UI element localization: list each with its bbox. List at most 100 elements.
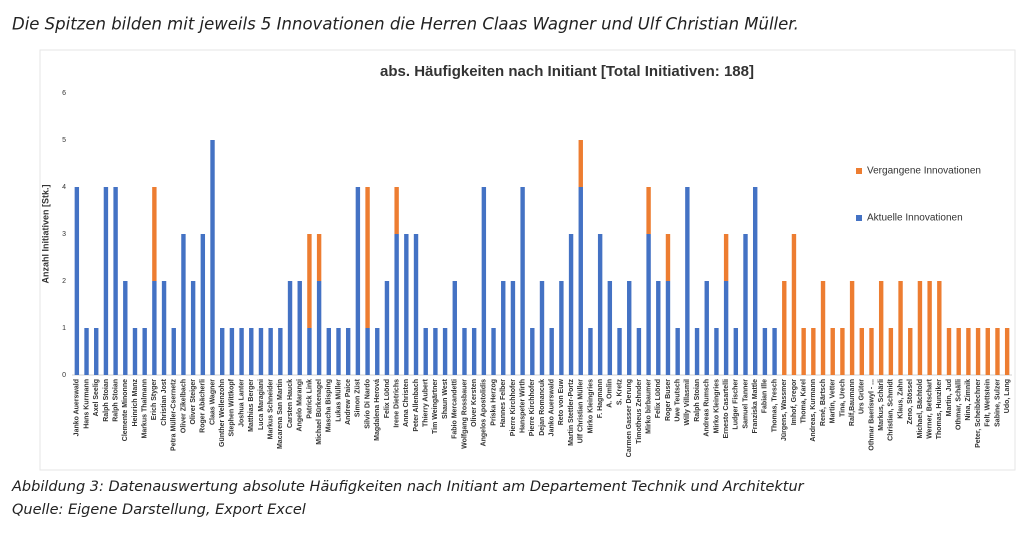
x-tick-label: Hannes Felber xyxy=(500,379,507,428)
bar-segment xyxy=(840,328,845,375)
y-tick-label: 1 xyxy=(62,325,66,332)
bar-segment xyxy=(849,281,855,375)
x-tick-label: Othmar Baeriswyl - ... xyxy=(868,379,875,451)
x-tick-label: Christian, Schmidt xyxy=(888,378,895,441)
x-tick-label: Oliver Zikelbach xyxy=(180,379,187,433)
bar-segment xyxy=(578,187,583,375)
caption: Quelle: Eigene Darstellung, Export Excel xyxy=(12,502,306,518)
x-tick-label: Stephen Wittkopf xyxy=(229,378,236,436)
bar-segment xyxy=(956,328,961,375)
bar-segment xyxy=(190,281,196,375)
x-tick-label: Ralph Stoian xyxy=(112,379,119,422)
x-tick-label: Luca Maragiani xyxy=(258,379,265,430)
bar-segment xyxy=(714,328,719,375)
bar-segment xyxy=(287,281,293,375)
bar-segment xyxy=(665,234,671,281)
bar-segment xyxy=(1004,328,1010,375)
x-tick-label: Martin Stettler-Portz xyxy=(568,379,575,446)
x-tick-label: Günther Wellenzohn xyxy=(219,379,226,447)
bar-segment xyxy=(316,234,322,281)
x-tick-label: Thierry Aubert xyxy=(423,378,430,427)
bar-segment xyxy=(597,234,603,375)
x-tick-label: Mascha Bisping xyxy=(326,379,333,432)
bar-segment xyxy=(617,328,622,375)
bar-segment xyxy=(888,328,894,375)
bar-segment xyxy=(471,328,477,375)
bar-segment xyxy=(394,187,399,234)
bar-segment xyxy=(74,187,80,375)
bar-segment xyxy=(646,187,651,234)
x-tick-label: Oliver Steiger xyxy=(190,379,197,425)
x-tick-label: Zeno, Stössel xyxy=(907,379,914,425)
x-tick-label: Mirko Kleingries xyxy=(713,379,720,434)
bar-segment xyxy=(539,281,545,375)
x-tick-label: A. Omlin xyxy=(607,379,614,408)
bar-segment xyxy=(355,187,361,375)
x-tick-label: Carsten Hauck xyxy=(287,379,294,428)
bar-segment xyxy=(481,187,487,375)
x-tick-label: Patrick Link xyxy=(306,379,313,419)
bar-segment xyxy=(413,234,419,375)
bar-segment xyxy=(113,187,118,375)
bar-segment xyxy=(985,328,990,375)
x-tick-label: Mirko birbaumer xyxy=(645,379,652,434)
bar-segment xyxy=(627,281,632,375)
bar-segment xyxy=(685,187,690,375)
x-tick-label: Dejan Romancuk xyxy=(539,379,546,436)
x-tick-label: Felix Lüönd xyxy=(384,379,391,418)
x-tick-label: Hans Kurmann xyxy=(83,379,90,429)
bar-segment xyxy=(268,328,273,375)
x-tick-label: Angelo Marangi xyxy=(297,379,304,432)
x-tick-label: Simon Züst xyxy=(355,378,362,417)
x-tick-label: Pierre Kirchhofer xyxy=(510,379,517,436)
bar-segment xyxy=(927,281,932,375)
legend-marker xyxy=(856,168,862,174)
x-tick-label: Carmen Gasser Derung xyxy=(626,379,633,457)
bar-segment xyxy=(307,328,312,375)
x-tick-label: Andreas, Kurmann xyxy=(810,379,817,442)
x-tick-label: Imhof, Gregor xyxy=(791,379,798,426)
bar-segment xyxy=(103,187,109,375)
x-tick-label: Franziska Mattle xyxy=(752,379,759,434)
bar-segment xyxy=(210,140,215,375)
bar-segment xyxy=(152,281,157,375)
x-tick-label: Axel Seelig xyxy=(93,379,100,416)
bar-segment xyxy=(733,328,739,375)
y-tick-label: 3 xyxy=(62,231,66,238)
x-tick-label: Willy Villasmil xyxy=(684,379,691,426)
x-tick-label: Klaus, Zahn xyxy=(897,379,904,419)
x-tick-label: Felt, Wettstein xyxy=(985,379,992,427)
x-tick-label: Oliver Kersten xyxy=(471,379,478,427)
x-tick-label: Peter, Scheiblechner xyxy=(975,379,982,448)
bar-segment xyxy=(433,328,438,375)
bar-segment xyxy=(772,328,777,375)
bar-segment xyxy=(908,328,913,375)
bar-segment xyxy=(229,328,235,375)
bar-segment xyxy=(501,281,506,375)
bar-segment xyxy=(675,328,680,375)
bar-segment xyxy=(510,281,516,375)
bar-segment xyxy=(404,234,409,375)
x-tick-label: Petra Müller-Csernetz xyxy=(171,379,178,451)
bar-segment xyxy=(239,328,244,375)
bar-segment xyxy=(878,281,884,375)
x-tick-label: Udo, Lang xyxy=(1004,379,1011,413)
bar-segment xyxy=(646,234,651,375)
x-tick-label: Sabine, Sulzer xyxy=(994,379,1001,427)
bar-segment xyxy=(791,234,797,375)
x-tick-label: Peter Allenbach xyxy=(413,379,420,432)
bar-segment xyxy=(898,281,903,375)
bar-segment xyxy=(568,234,574,375)
bar-segment xyxy=(694,328,700,375)
bar-segment xyxy=(84,328,89,375)
x-tick-label: Priska Herzog xyxy=(490,379,497,426)
x-tick-label: Samuel Tanner xyxy=(742,379,749,429)
bar-segment xyxy=(375,328,380,375)
x-tick-label: René, Bärtsch xyxy=(820,379,827,426)
bar-segment xyxy=(937,281,942,375)
x-tick-label: Mirko Kleingries xyxy=(587,379,594,434)
bar-segment xyxy=(975,328,981,375)
x-tick-label: Erich Styger xyxy=(151,379,158,421)
bar-segment xyxy=(520,187,525,375)
